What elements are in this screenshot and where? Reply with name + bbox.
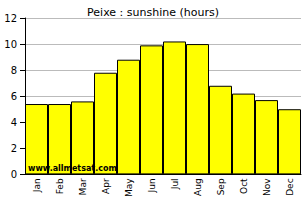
svg-text:Jun: Jun (147, 178, 157, 193)
svg-text:Jul: Jul (170, 178, 180, 190)
svg-text:Oct: Oct (239, 178, 249, 194)
svg-text:Apr: Apr (101, 178, 111, 194)
svg-text:Sep: Sep (216, 178, 226, 195)
svg-text:Nov: Nov (262, 178, 272, 196)
svg-text:10: 10 (4, 39, 17, 50)
svg-text:Peixe : sunshine (hours): Peixe : sunshine (hours) (87, 6, 219, 19)
svg-text:2: 2 (11, 143, 17, 154)
svg-text:0: 0 (11, 169, 17, 180)
svg-text:Aug: Aug (193, 178, 203, 196)
svg-text:12: 12 (4, 13, 17, 24)
svg-text:May: May (124, 178, 134, 197)
svg-text:Mar: Mar (78, 178, 88, 195)
svg-text:Dec: Dec (285, 178, 295, 195)
svg-text:4: 4 (11, 117, 17, 128)
svg-text:Jan: Jan (32, 178, 42, 193)
svg-text:Feb: Feb (55, 178, 65, 194)
svg-text:8: 8 (11, 65, 17, 76)
svg-text:www.allmetsat.com: www.allmetsat.com (28, 164, 117, 173)
svg-text:6: 6 (11, 91, 17, 102)
